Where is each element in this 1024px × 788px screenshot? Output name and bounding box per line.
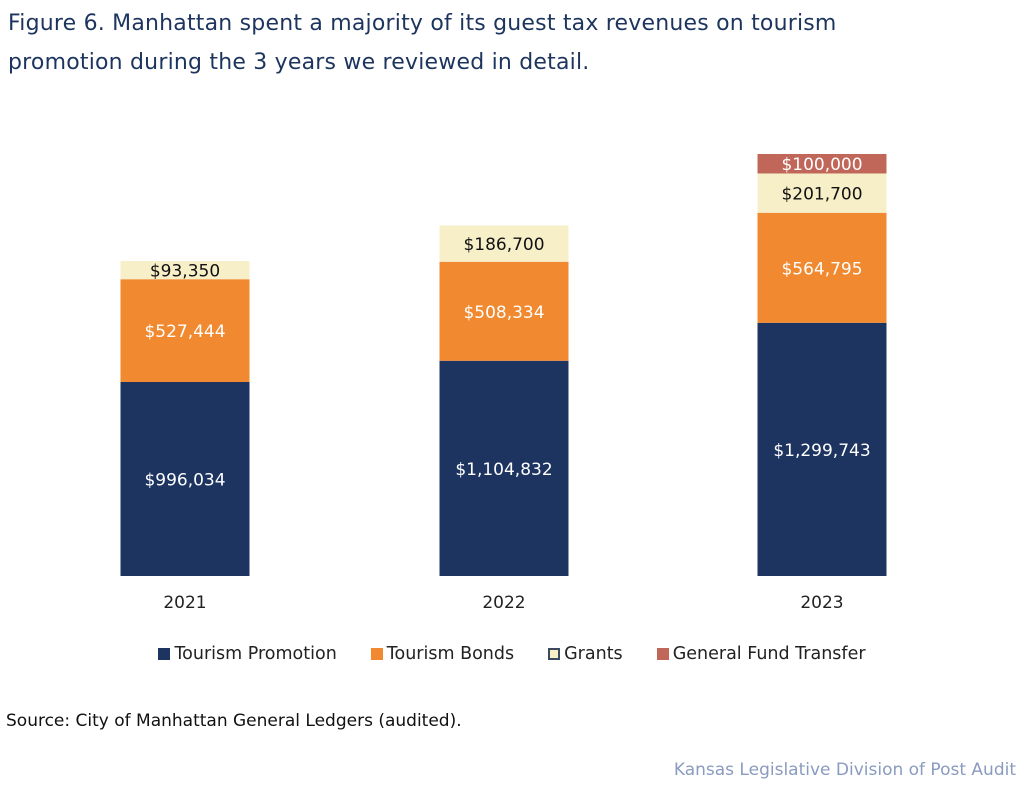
bar-segment-general-fund-transfer-2023 (757, 154, 887, 174)
bar-segment-grants-2023 (757, 173, 887, 213)
legend-item: Tourism Bonds (370, 644, 515, 664)
legend-item: Grants (548, 644, 623, 664)
x-tick-label: 2021 (163, 593, 206, 613)
data-label: $996,034 (144, 470, 225, 490)
data-label: $1,299,743 (773, 441, 870, 461)
credit-text: Kansas Legislative Division of Post Audi… (673, 760, 1016, 780)
bar-segment-tourism-bonds-2021 (120, 279, 250, 382)
data-label: $527,444 (144, 322, 225, 342)
data-label: $201,700 (781, 185, 862, 205)
title-line-1: Figure 6. Manhattan spent a majority of … (8, 11, 837, 36)
bar-segment-grants-2022 (439, 225, 569, 262)
chart-title: Figure 6. Manhattan spent a majority of … (8, 4, 1008, 82)
bar-segment-tourism-promotion-2021 (120, 381, 250, 576)
legend-item: Tourism Promotion (158, 644, 337, 664)
legend-label: Grants (564, 644, 623, 664)
stacked-bar-chart: $996,034 $527,444 $93,350 2021 $1,104,832 $50… (120, 154, 887, 613)
legend-label: General Fund Transfer (672, 644, 866, 664)
legend-swatch (370, 648, 383, 660)
data-label: $100,000 (781, 155, 862, 175)
bar-segment-grants-2021 (120, 261, 250, 280)
legend: Tourism Promotion Tourism Bonds Grants Gene… (0, 644, 1024, 664)
bar-segment-tourism-promotion-2022 (439, 360, 569, 576)
legend-swatch (548, 648, 561, 660)
x-tick-label: 2022 (482, 593, 525, 613)
data-label: $508,334 (463, 303, 544, 323)
data-label: $1,104,832 (455, 460, 552, 480)
source-note: Source: City of Manhattan General Ledger… (6, 711, 462, 731)
bar-segment-tourism-promotion-2023 (757, 322, 887, 576)
title-line-2: promotion during the 3 years we reviewed… (8, 50, 590, 75)
legend-swatch (158, 648, 171, 660)
bar-segment-tourism-bonds-2022 (439, 261, 569, 361)
x-tick-label: 2023 (800, 593, 843, 613)
bar-segment-tourism-bonds-2023 (757, 212, 887, 323)
data-label: $93,350 (150, 262, 220, 282)
legend-label: Tourism Promotion (174, 644, 337, 664)
legend-label: Tourism Bonds (386, 644, 515, 664)
legend-item: General Fund Transfer (656, 644, 866, 664)
data-label: $564,795 (781, 259, 862, 279)
legend-swatch (656, 648, 669, 660)
data-label: $186,700 (463, 235, 544, 255)
